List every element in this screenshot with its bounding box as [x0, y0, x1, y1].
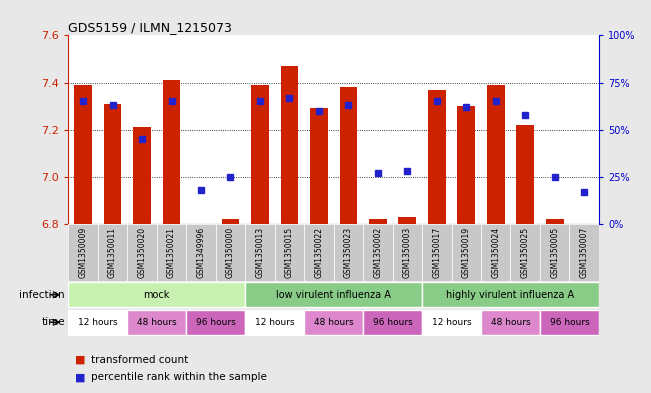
Bar [540, 224, 570, 281]
Bar [304, 224, 333, 281]
Bar [393, 224, 422, 281]
Bar [245, 224, 275, 281]
Bar [481, 224, 510, 281]
Bar [215, 224, 245, 281]
Bar [68, 224, 98, 281]
Bar [363, 224, 393, 281]
Bar [281, 66, 298, 224]
Bar [340, 87, 357, 224]
Text: GSM1350002: GSM1350002 [374, 227, 382, 278]
Text: 96 hours: 96 hours [373, 318, 413, 327]
Bar [186, 310, 245, 334]
Bar [422, 282, 599, 307]
Text: GSM1350020: GSM1350020 [137, 227, 146, 278]
Text: GSM1350000: GSM1350000 [226, 227, 235, 278]
Text: GSM1350007: GSM1350007 [579, 227, 589, 278]
Bar [304, 310, 363, 334]
Text: GSM1350022: GSM1350022 [314, 227, 324, 278]
Bar [422, 310, 481, 334]
Text: GSM1350011: GSM1350011 [108, 227, 117, 278]
Text: GSM1350017: GSM1350017 [432, 227, 441, 278]
Bar [245, 282, 422, 307]
Text: 96 hours: 96 hours [549, 318, 589, 327]
Bar [133, 127, 151, 224]
Text: mock: mock [144, 290, 170, 300]
Bar [452, 224, 481, 281]
Bar [398, 217, 416, 224]
Bar [221, 219, 240, 224]
Text: GSM1350015: GSM1350015 [285, 227, 294, 278]
Text: GSM1350009: GSM1350009 [79, 227, 88, 278]
Bar [104, 104, 121, 224]
Text: ■: ■ [75, 354, 85, 365]
Bar [163, 80, 180, 224]
Bar [275, 224, 304, 281]
Text: infection: infection [20, 290, 65, 300]
Bar [458, 106, 475, 224]
Bar [186, 224, 215, 281]
Text: 48 hours: 48 hours [314, 318, 353, 327]
Bar [334, 224, 363, 281]
Bar [363, 310, 422, 334]
Text: GSM1350003: GSM1350003 [403, 227, 412, 278]
Bar [245, 310, 304, 334]
Text: GSM1350024: GSM1350024 [492, 227, 500, 278]
Bar [310, 108, 327, 224]
Text: GSM1350021: GSM1350021 [167, 227, 176, 278]
Bar [128, 310, 186, 334]
Text: GSM1350025: GSM1350025 [521, 227, 530, 278]
Text: 48 hours: 48 hours [491, 318, 531, 327]
Bar [74, 85, 92, 224]
Bar [428, 90, 446, 224]
Text: GSM1350013: GSM1350013 [255, 227, 264, 278]
Bar [487, 85, 505, 224]
Bar [510, 224, 540, 281]
Bar [540, 310, 599, 334]
Bar [98, 224, 128, 281]
Text: percentile rank within the sample: percentile rank within the sample [91, 372, 267, 382]
Text: time: time [42, 317, 65, 327]
Text: low virulent influenza A: low virulent influenza A [276, 290, 391, 300]
Bar [68, 282, 245, 307]
Text: GSM1349996: GSM1349996 [197, 227, 206, 278]
Text: highly virulent influenza A: highly virulent influenza A [447, 290, 575, 300]
Bar [516, 125, 534, 224]
Bar [68, 310, 128, 334]
Text: GSM1350005: GSM1350005 [550, 227, 559, 278]
Text: ■: ■ [75, 372, 85, 382]
Text: 12 hours: 12 hours [255, 318, 294, 327]
Bar [157, 224, 186, 281]
Bar [251, 85, 269, 224]
Text: 48 hours: 48 hours [137, 318, 176, 327]
Text: 12 hours: 12 hours [432, 318, 471, 327]
Text: GDS5159 / ILMN_1215073: GDS5159 / ILMN_1215073 [68, 21, 232, 34]
Bar [422, 224, 452, 281]
Bar [128, 224, 157, 281]
Text: 96 hours: 96 hours [196, 318, 236, 327]
Text: GSM1350019: GSM1350019 [462, 227, 471, 278]
Bar [369, 219, 387, 224]
Bar [570, 224, 599, 281]
Text: GSM1350023: GSM1350023 [344, 227, 353, 278]
Bar [546, 219, 564, 224]
Bar [481, 310, 540, 334]
Text: transformed count: transformed count [91, 354, 188, 365]
Text: 12 hours: 12 hours [78, 318, 118, 327]
